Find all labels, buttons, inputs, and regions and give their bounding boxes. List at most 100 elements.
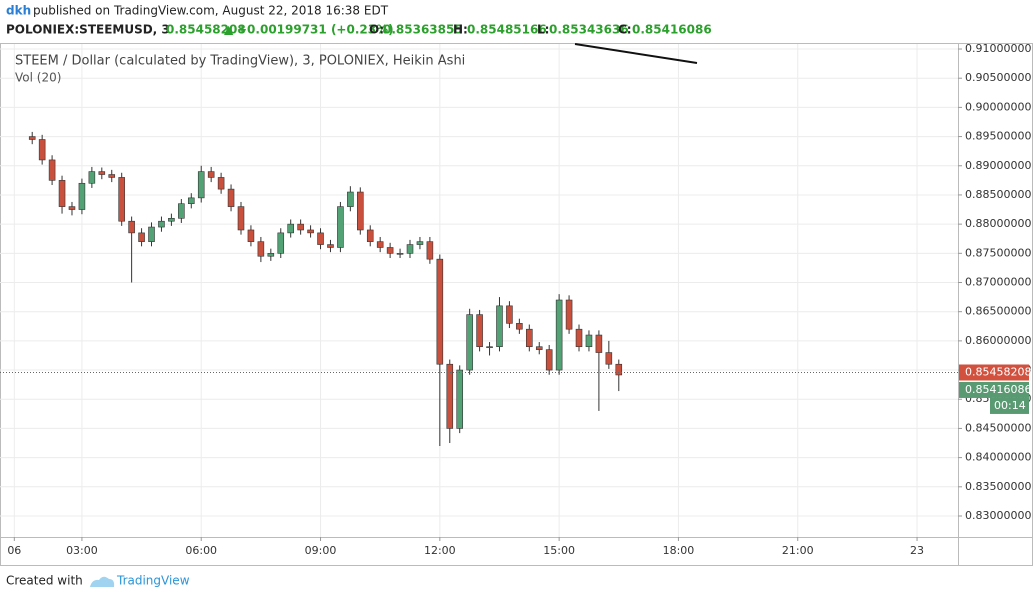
y-tick-label: 0.83000000 (965, 509, 1031, 522)
candle-body (526, 328, 533, 348)
candle-body (545, 349, 553, 371)
candle-body (327, 244, 334, 248)
candle-body (68, 206, 76, 210)
change: +0.00199731 (+0.23%) (237, 23, 394, 37)
candle-body (496, 305, 503, 348)
y-tick-label: 0.84500000 (965, 421, 1031, 434)
candles (28, 131, 623, 446)
x-tick-label: 06:00 (185, 544, 217, 557)
y-tick-label: 0.87000000 (965, 276, 1031, 289)
candle-body (237, 206, 245, 231)
author[interactable]: dkh (6, 4, 31, 18)
x-tick-label: 12:00 (424, 544, 456, 557)
y-tick-label: 0.91000000 (965, 42, 1031, 55)
candle-body (575, 328, 583, 348)
candle-body (555, 299, 563, 371)
candle-body (187, 197, 195, 205)
candle-body (128, 220, 135, 234)
candle-body (148, 226, 155, 242)
candle-body (317, 232, 324, 245)
candle-body (207, 171, 215, 178)
candle-body (78, 182, 86, 210)
candle-body (476, 314, 483, 348)
y-tick-label: 0.90000000 (965, 100, 1031, 113)
arrow: ▲ (224, 23, 234, 37)
h-label: H: (453, 23, 468, 37)
candle-body (58, 180, 66, 207)
l-label: L: (537, 23, 549, 37)
candle-body (48, 159, 56, 181)
candle-body (605, 352, 613, 365)
countdown-box (990, 397, 1029, 414)
candle-body (138, 232, 145, 242)
trend-line[interactable] (574, 43, 698, 64)
candle-body (416, 241, 424, 245)
x-tick-label: 09:00 (305, 544, 337, 557)
candle-body (376, 241, 384, 248)
x-tick-label: 21:00 (782, 544, 814, 557)
price-tags: 0.85458208 0.85416086 00:14 (0, 364, 1031, 414)
y-tick-label: 0.83500000 (965, 480, 1031, 493)
candle-body (506, 305, 513, 324)
brand[interactable]: TradingView (116, 574, 190, 588)
grid: 0.83000000 0.83500000 0.84000000 0.84500000… (0, 42, 1031, 557)
candle-body (535, 346, 543, 350)
candle-body (486, 346, 493, 349)
candle-body (366, 229, 374, 242)
candle-body (565, 299, 573, 330)
c-label: C: (618, 23, 632, 37)
chart-title: STEEM / Dollar (calculated by TradingVie… (15, 54, 465, 69)
close-tag-label: 0.85416086 (965, 383, 1031, 396)
l-value: 0.85343636 (549, 23, 629, 37)
y-tick-label: 0.88000000 (965, 217, 1031, 230)
candle-body (406, 244, 414, 254)
x-tick-label: 15:00 (543, 544, 575, 557)
candle-body (197, 171, 205, 199)
published: published on TradingView.com, August 22,… (33, 4, 389, 18)
candle-body (267, 253, 275, 257)
last-price-label: 0.85458208 (965, 365, 1031, 378)
close-tag (959, 381, 1029, 398)
candle-body (426, 241, 434, 260)
candle-body (337, 206, 344, 248)
candle-body (28, 136, 36, 140)
candle-body (98, 171, 106, 175)
candle-body (347, 191, 354, 207)
candle-body (158, 220, 165, 228)
candle-body (297, 223, 304, 231)
candle-body (38, 139, 46, 161)
logo (90, 576, 115, 587)
y-tick-label: 0.86000000 (965, 334, 1031, 347)
y-tick-label: 0.88500000 (965, 188, 1031, 201)
x-tick-label: 23 (910, 544, 924, 557)
chart-subtitle: Vol (20) (15, 71, 61, 85)
candle-body (615, 363, 623, 376)
candle-body (307, 229, 314, 234)
candle-body (456, 369, 463, 429)
o-value: 0.85363855 (383, 23, 463, 37)
candle-body (247, 229, 255, 242)
last-price-tag (959, 364, 1029, 381)
y-tick-label: 0.87500000 (965, 246, 1031, 259)
candle-body (227, 188, 235, 207)
candle-body (585, 334, 593, 348)
candle-body (257, 241, 265, 257)
h-value: 0.85485166 (467, 23, 547, 37)
candle-body (386, 247, 394, 254)
created: Created with (6, 574, 83, 588)
candle-body (108, 174, 116, 178)
y-tick-label: 0.89500000 (965, 130, 1031, 143)
candle-body (357, 191, 364, 231)
x-tick-label: 06 (7, 544, 21, 557)
candle-body (277, 232, 285, 254)
candle-body (595, 334, 603, 353)
x-tick-label: 03:00 (66, 544, 98, 557)
y-tick-label: 0.89000000 (965, 159, 1031, 172)
candle-body (516, 323, 523, 330)
c-value: 0.85416086 (632, 23, 712, 37)
candle-body (168, 217, 175, 222)
countdown: 00:14 (994, 399, 1026, 412)
candle-body (217, 177, 225, 190)
o-label: O: (369, 23, 384, 37)
